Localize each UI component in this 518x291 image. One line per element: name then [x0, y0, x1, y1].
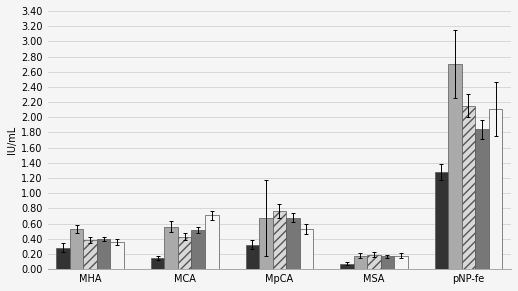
- Bar: [192, 230, 205, 269]
- Bar: [246, 245, 259, 269]
- Bar: [435, 172, 448, 269]
- Bar: [462, 106, 475, 269]
- Bar: [448, 64, 462, 269]
- Bar: [354, 255, 367, 269]
- Bar: [475, 129, 489, 269]
- Bar: [151, 258, 165, 269]
- Bar: [394, 255, 408, 269]
- Bar: [110, 242, 124, 269]
- Bar: [272, 211, 286, 269]
- Bar: [165, 227, 178, 269]
- Bar: [340, 264, 354, 269]
- Bar: [286, 218, 299, 269]
- Bar: [489, 109, 502, 269]
- Bar: [178, 237, 192, 269]
- Bar: [381, 256, 394, 269]
- Bar: [83, 239, 97, 269]
- Bar: [367, 255, 381, 269]
- Y-axis label: IU/mL: IU/mL: [7, 126, 17, 154]
- Bar: [97, 239, 110, 269]
- Bar: [259, 218, 272, 269]
- Bar: [70, 229, 83, 269]
- Bar: [299, 229, 313, 269]
- Bar: [205, 215, 219, 269]
- Bar: [56, 248, 70, 269]
